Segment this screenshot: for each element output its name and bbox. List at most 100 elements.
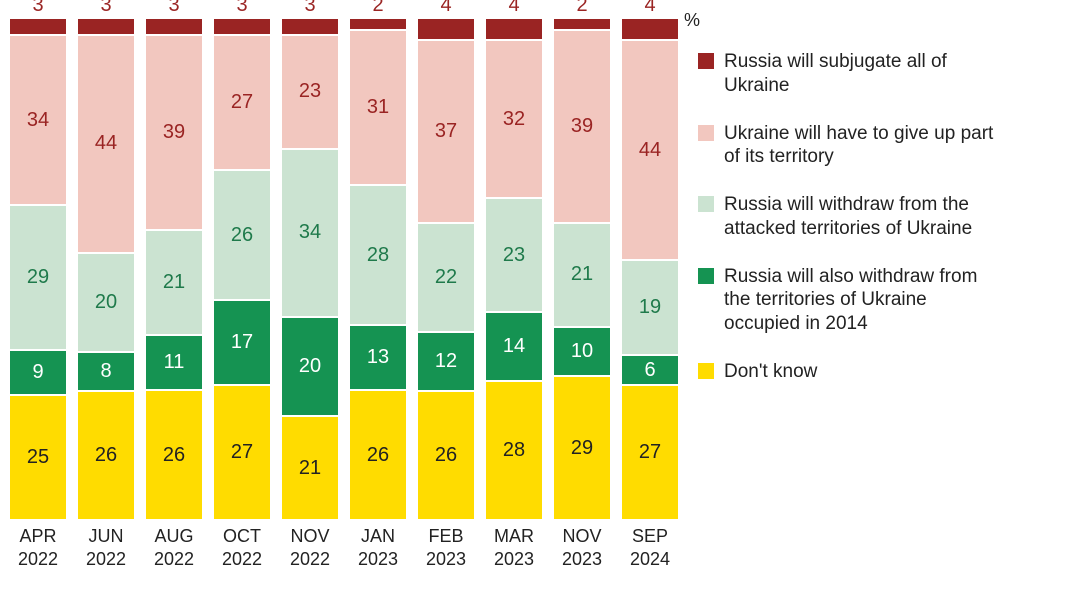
bar-segment-withdraw_2014: 8 [78, 351, 134, 391]
bar-segment-dontknow: 25 [10, 394, 66, 519]
segment-value: 23 [299, 80, 321, 103]
x-axis-label: NOV2022 [290, 525, 330, 570]
x-axis-month: JAN [358, 525, 398, 548]
bar-segment-subjugate [214, 19, 270, 34]
bar-top-value: 4 [440, 0, 451, 17]
x-axis-month: APR [18, 525, 58, 548]
bar-segment-withdraw_attacked: 29 [10, 204, 66, 349]
segment-value: 39 [571, 115, 593, 138]
x-axis-label: APR2022 [18, 525, 58, 570]
bar-segment-withdraw_attacked: 22 [418, 222, 474, 331]
x-axis-month: NOV [290, 525, 330, 548]
segment-value: 39 [163, 121, 185, 144]
bar-segment-giveup: 37 [418, 39, 474, 222]
bar-segment-withdraw_attacked: 23 [486, 197, 542, 311]
bar-segment-withdraw_attacked: 20 [78, 252, 134, 351]
segment-value: 28 [367, 244, 389, 267]
bar-top-value: 3 [100, 0, 111, 17]
segment-value: 6 [644, 359, 655, 382]
legend-swatch [698, 196, 714, 212]
bar-segment-subjugate [622, 19, 678, 39]
bar-segment-subjugate [350, 19, 406, 29]
legend-swatch [698, 53, 714, 69]
x-axis-year: 2023 [494, 548, 534, 571]
segment-value: 26 [231, 224, 253, 247]
bar-column: 33429925APR2022 [10, 0, 66, 570]
legend-label: Russia will also withdraw from the terri… [724, 265, 998, 336]
x-axis-label: JUN2022 [86, 525, 126, 570]
bar-segment-withdraw_2014: 9 [10, 349, 66, 394]
segment-value: 27 [231, 441, 253, 464]
bar-segment-subjugate [554, 19, 610, 29]
x-axis-year: 2022 [222, 548, 262, 571]
bar-segment-giveup: 44 [622, 39, 678, 259]
segment-value: 19 [639, 296, 661, 319]
segment-value: 11 [164, 351, 185, 374]
bar-segment-subjugate [486, 19, 542, 39]
stacked-bar: 32231428 [486, 19, 542, 519]
segment-value: 26 [367, 444, 389, 467]
x-axis-label: FEB2023 [426, 525, 466, 570]
segment-value: 20 [299, 355, 321, 378]
segment-value: 22 [435, 266, 457, 289]
bar-segment-dontknow: 26 [418, 390, 474, 519]
bar-segment-dontknow: 21 [282, 415, 338, 519]
stacked-bar: 39 21 11 26 [146, 19, 202, 519]
bar-top-value: 4 [644, 0, 655, 17]
stacked-bar: 23 34 20 21 [282, 19, 338, 519]
stacked-bar: 44 20 8 26 [78, 19, 134, 519]
x-axis-month: SEP [630, 525, 670, 548]
stacked-bar: 3429925 [10, 19, 66, 519]
x-axis-month: AUG [154, 525, 194, 548]
segment-value: 21 [571, 263, 593, 286]
x-axis-month: JUN [86, 525, 126, 548]
segment-value: 26 [435, 444, 457, 467]
bar-column: 327261727OCT2022 [214, 0, 270, 570]
bar-column: 323342021NOV2022 [282, 0, 338, 570]
x-axis-year: 2022 [86, 548, 126, 571]
segment-value: 29 [27, 266, 49, 289]
bar-segment-dontknow: 26 [146, 389, 202, 519]
bar-segment-withdraw_2014: 6 [622, 354, 678, 384]
stacked-bar-chart: % 33429925APR202234420826JUN202233921112… [10, 10, 678, 570]
legend-label: Ukraine will have to give up part of its… [724, 122, 998, 170]
bar-segment-withdraw_attacked: 21 [146, 229, 202, 334]
chart-container: % 33429925APR202234420826JUN202233921112… [10, 10, 1074, 570]
bar-top-value: 3 [32, 0, 43, 17]
bar-top-value: 3 [168, 0, 179, 17]
stacked-bar: 4419627 [622, 19, 678, 519]
bar-segment-dontknow: 27 [214, 384, 270, 519]
segment-value: 27 [231, 91, 253, 114]
segment-value: 20 [95, 291, 117, 314]
x-axis-label: SEP2024 [630, 525, 670, 570]
segment-value: 34 [299, 221, 321, 244]
bar-segment-withdraw_2014: 11 [146, 334, 202, 389]
legend-item-withdraw_attacked: Russia will withdraw from the attacked t… [698, 193, 998, 241]
x-axis-year: 2022 [18, 548, 58, 571]
bar-column: 437221226FEB2023 [418, 0, 474, 570]
x-axis-year: 2024 [630, 548, 670, 571]
bar-segment-withdraw_2014: 17 [214, 299, 270, 384]
segment-value: 44 [639, 139, 661, 162]
segment-value: 31 [367, 96, 389, 119]
bar-segment-withdraw_attacked: 26 [214, 169, 270, 299]
segment-value: 25 [27, 446, 49, 469]
legend-swatch [698, 125, 714, 141]
bar-segment-withdraw_attacked: 34 [282, 148, 338, 316]
bar-top-value: 3 [236, 0, 247, 17]
bar-segment-withdraw_attacked: 28 [350, 184, 406, 324]
x-axis-label: AUG2022 [154, 525, 194, 570]
bar-top-value: 2 [576, 0, 587, 17]
bar-column: 4 32231428 MAR2023 [486, 0, 542, 570]
bar-top-value: 4 [508, 0, 519, 17]
segment-value: 17 [231, 331, 253, 354]
segment-value: 9 [32, 361, 43, 384]
bar-segment-dontknow: 29 [554, 375, 610, 519]
stacked-bar: 31 28 13 26 [350, 19, 406, 519]
segment-value: 28 [503, 439, 525, 462]
x-axis-label: NOV2023 [562, 525, 602, 570]
bar-segment-withdraw_2014: 13 [350, 324, 406, 389]
x-axis-label: MAR2023 [494, 525, 534, 570]
segment-value: 26 [95, 444, 117, 467]
segment-value: 44 [95, 132, 117, 155]
